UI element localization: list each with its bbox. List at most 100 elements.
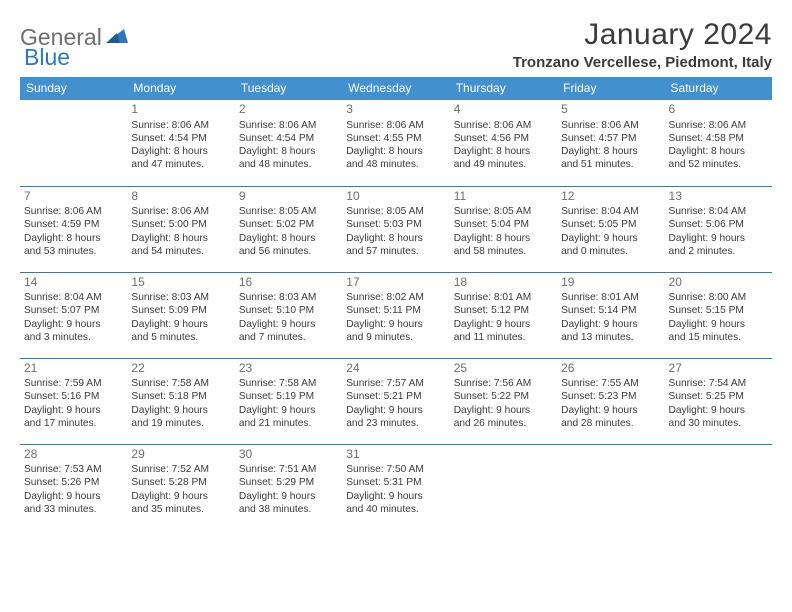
day-number: 17: [346, 275, 445, 291]
daylight-text: Daylight: 9 hours: [561, 404, 660, 417]
day-number: 30: [239, 447, 338, 463]
daylight-text: Daylight: 8 hours: [454, 145, 553, 158]
sunrise-text: Sunrise: 8:06 AM: [239, 119, 338, 132]
sunrise-text: Sunrise: 8:06 AM: [669, 119, 768, 132]
sunrise-text: Sunrise: 8:05 AM: [239, 205, 338, 218]
daylight-text: and 17 minutes.: [24, 417, 123, 430]
daylight-text: and 48 minutes.: [346, 158, 445, 171]
calendar-table: Sunday Monday Tuesday Wednesday Thursday…: [20, 77, 772, 530]
day-number: 8: [131, 189, 230, 205]
daylight-text: Daylight: 8 hours: [346, 145, 445, 158]
daylight-text: and 48 minutes.: [239, 158, 338, 171]
brand-triangle-icon: [106, 27, 128, 48]
sunset-text: Sunset: 5:15 PM: [669, 304, 768, 317]
sunset-text: Sunset: 5:02 PM: [239, 218, 338, 231]
sunrise-text: Sunrise: 8:04 AM: [561, 205, 660, 218]
sunset-text: Sunset: 5:23 PM: [561, 390, 660, 403]
daylight-text: Daylight: 9 hours: [454, 404, 553, 417]
sunrise-text: Sunrise: 7:54 AM: [669, 377, 768, 390]
day-of-week-row: Sunday Monday Tuesday Wednesday Thursday…: [20, 77, 772, 100]
daylight-text: and 53 minutes.: [24, 245, 123, 258]
day-cell: 31Sunrise: 7:50 AMSunset: 5:31 PMDayligh…: [342, 444, 449, 530]
sunrise-text: Sunrise: 7:52 AM: [131, 463, 230, 476]
sunset-text: Sunset: 5:19 PM: [239, 390, 338, 403]
day-cell: 7Sunrise: 8:06 AMSunset: 4:59 PMDaylight…: [20, 186, 127, 272]
daylight-text: Daylight: 9 hours: [669, 232, 768, 245]
daylight-text: and 35 minutes.: [131, 503, 230, 516]
day-number: 29: [131, 447, 230, 463]
day-cell: 11Sunrise: 8:05 AMSunset: 5:04 PMDayligh…: [450, 186, 557, 272]
sunrise-text: Sunrise: 8:02 AM: [346, 291, 445, 304]
day-number: 6: [669, 102, 768, 118]
day-cell: 25Sunrise: 7:56 AMSunset: 5:22 PMDayligh…: [450, 358, 557, 444]
daylight-text: Daylight: 9 hours: [669, 318, 768, 331]
daylight-text: Daylight: 8 hours: [454, 232, 553, 245]
day-cell: 6Sunrise: 8:06 AMSunset: 4:58 PMDaylight…: [665, 100, 772, 186]
week-row: 14Sunrise: 8:04 AMSunset: 5:07 PMDayligh…: [20, 272, 772, 358]
day-number: 31: [346, 447, 445, 463]
page-header: General January 2024 Tronzano Vercellese…: [20, 18, 772, 71]
daylight-text: and 38 minutes.: [239, 503, 338, 516]
day-number: 27: [669, 361, 768, 377]
calendar-body: 1Sunrise: 8:06 AMSunset: 4:54 PMDaylight…: [20, 100, 772, 530]
day-cell: 21Sunrise: 7:59 AMSunset: 5:16 PMDayligh…: [20, 358, 127, 444]
sunset-text: Sunset: 5:31 PM: [346, 476, 445, 489]
daylight-text: and 28 minutes.: [561, 417, 660, 430]
sunrise-text: Sunrise: 7:55 AM: [561, 377, 660, 390]
daylight-text: Daylight: 9 hours: [239, 490, 338, 503]
day-number: 24: [346, 361, 445, 377]
dow-header: Saturday: [665, 77, 772, 100]
sunrise-text: Sunrise: 7:53 AM: [24, 463, 123, 476]
sunrise-text: Sunrise: 7:58 AM: [239, 377, 338, 390]
daylight-text: and 3 minutes.: [24, 331, 123, 344]
daylight-text: and 57 minutes.: [346, 245, 445, 258]
daylight-text: Daylight: 9 hours: [561, 232, 660, 245]
sunset-text: Sunset: 5:07 PM: [24, 304, 123, 317]
day-number: 21: [24, 361, 123, 377]
daylight-text: Daylight: 9 hours: [131, 404, 230, 417]
sunrise-text: Sunrise: 7:50 AM: [346, 463, 445, 476]
sunset-text: Sunset: 5:16 PM: [24, 390, 123, 403]
daylight-text: Daylight: 8 hours: [131, 145, 230, 158]
daylight-text: and 40 minutes.: [346, 503, 445, 516]
sunrise-text: Sunrise: 7:56 AM: [454, 377, 553, 390]
day-cell: 29Sunrise: 7:52 AMSunset: 5:28 PMDayligh…: [127, 444, 234, 530]
daylight-text: and 21 minutes.: [239, 417, 338, 430]
sunrise-text: Sunrise: 7:58 AM: [131, 377, 230, 390]
dow-header: Monday: [127, 77, 234, 100]
day-number: 18: [454, 275, 553, 291]
sunset-text: Sunset: 5:00 PM: [131, 218, 230, 231]
daylight-text: Daylight: 9 hours: [669, 404, 768, 417]
sunset-text: Sunset: 5:14 PM: [561, 304, 660, 317]
daylight-text: Daylight: 8 hours: [24, 232, 123, 245]
day-number: 20: [669, 275, 768, 291]
daylight-text: and 26 minutes.: [454, 417, 553, 430]
daylight-text: Daylight: 9 hours: [454, 318, 553, 331]
sunset-text: Sunset: 5:18 PM: [131, 390, 230, 403]
sunrise-text: Sunrise: 7:51 AM: [239, 463, 338, 476]
day-cell: 3Sunrise: 8:06 AMSunset: 4:55 PMDaylight…: [342, 100, 449, 186]
day-number: 22: [131, 361, 230, 377]
sunset-text: Sunset: 5:29 PM: [239, 476, 338, 489]
sunset-text: Sunset: 4:56 PM: [454, 132, 553, 145]
daylight-text: and 11 minutes.: [454, 331, 553, 344]
daylight-text: Daylight: 8 hours: [561, 145, 660, 158]
day-cell: 10Sunrise: 8:05 AMSunset: 5:03 PMDayligh…: [342, 186, 449, 272]
sunset-text: Sunset: 4:54 PM: [239, 132, 338, 145]
day-number: 13: [669, 189, 768, 205]
day-number: 19: [561, 275, 660, 291]
sunset-text: Sunset: 5:22 PM: [454, 390, 553, 403]
daylight-text: and 19 minutes.: [131, 417, 230, 430]
day-cell: 9Sunrise: 8:05 AMSunset: 5:02 PMDaylight…: [235, 186, 342, 272]
daylight-text: and 47 minutes.: [131, 158, 230, 171]
day-number: 9: [239, 189, 338, 205]
day-cell: 22Sunrise: 7:58 AMSunset: 5:18 PMDayligh…: [127, 358, 234, 444]
daylight-text: Daylight: 8 hours: [131, 232, 230, 245]
day-cell: 17Sunrise: 8:02 AMSunset: 5:11 PMDayligh…: [342, 272, 449, 358]
sunrise-text: Sunrise: 8:03 AM: [239, 291, 338, 304]
sunrise-text: Sunrise: 7:57 AM: [346, 377, 445, 390]
day-number: 26: [561, 361, 660, 377]
day-number: 2: [239, 102, 338, 118]
day-cell: 2Sunrise: 8:06 AMSunset: 4:54 PMDaylight…: [235, 100, 342, 186]
daylight-text: Daylight: 9 hours: [346, 490, 445, 503]
